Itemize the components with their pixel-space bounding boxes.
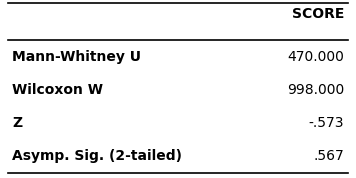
Text: Z: Z [12, 116, 22, 130]
Text: Asymp. Sig. (2-tailed): Asymp. Sig. (2-tailed) [12, 150, 182, 163]
Text: Mann-Whitney U: Mann-Whitney U [12, 50, 141, 64]
Text: Wilcoxon W: Wilcoxon W [12, 83, 103, 97]
Text: -.573: -.573 [309, 116, 344, 130]
Text: 470.000: 470.000 [287, 50, 344, 64]
Text: .567: .567 [313, 150, 344, 163]
Text: SCORE: SCORE [292, 7, 344, 21]
Text: 998.000: 998.000 [287, 83, 344, 97]
